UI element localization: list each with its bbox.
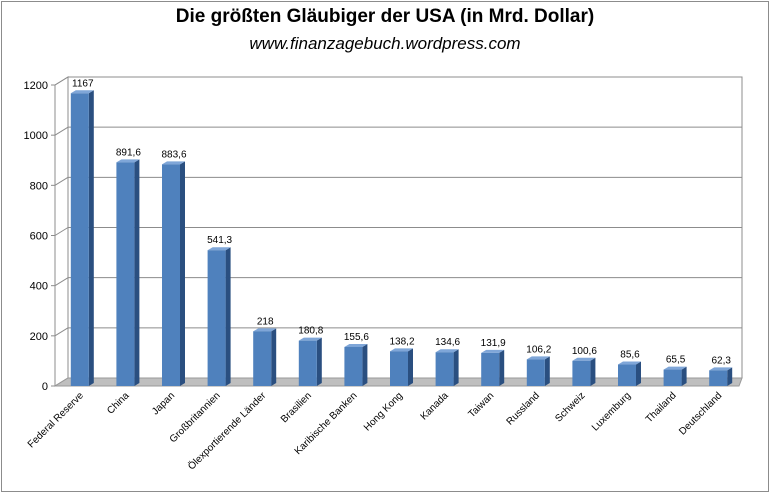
bar-top — [572, 357, 596, 361]
bar — [435, 352, 454, 386]
chart-subtitle: www.finanzagebuch.wordpress.com — [249, 34, 521, 53]
category-label: Kanada — [419, 390, 451, 422]
category-label: Deutschland — [677, 390, 724, 437]
category-label: Russland — [505, 390, 542, 427]
bar — [526, 359, 545, 386]
data-label: 891,6 — [116, 147, 141, 158]
bar-side — [453, 349, 459, 386]
bar-side — [180, 161, 185, 386]
category-label: Schweiz — [553, 390, 587, 424]
data-label: 218 — [257, 316, 274, 327]
chart-title: Die größten Gläubiger der USA (in Mrd. D… — [175, 6, 595, 27]
category-label: Hong Kong — [362, 390, 405, 433]
y-tick-label: 800 — [30, 180, 48, 192]
bar — [162, 164, 180, 386]
bar — [253, 331, 272, 386]
bar — [572, 360, 591, 386]
data-label: 883,6 — [161, 149, 186, 160]
bar-side — [134, 159, 140, 386]
category-label: Taiwan — [467, 390, 497, 420]
gridline-diagonal — [54, 277, 69, 287]
data-label: 1167 — [72, 78, 94, 89]
y-tick-label: 0 — [42, 381, 48, 393]
data-label: 138,2 — [389, 336, 414, 347]
bar-top — [344, 343, 368, 347]
category-label: Federal Reserve — [26, 390, 86, 450]
bar-side — [727, 367, 733, 386]
bar-side — [681, 366, 687, 386]
gridline-diagonal — [54, 76, 69, 86]
category-label: Luxemburg — [590, 390, 633, 433]
bar — [70, 93, 89, 386]
category-label: Brasilien — [279, 390, 314, 425]
y-tick-label: 200 — [30, 331, 48, 343]
bar — [207, 250, 226, 386]
bar-side — [316, 337, 322, 386]
bar-side — [590, 357, 596, 386]
data-label: 65,5 — [666, 355, 686, 366]
bar — [116, 162, 135, 386]
data-label: 541,3 — [207, 235, 232, 246]
bar — [481, 352, 500, 386]
data-label: 134,6 — [435, 337, 460, 348]
bar — [344, 346, 363, 386]
category-label: Thailand — [644, 390, 679, 425]
bar-side — [271, 328, 277, 386]
bar-top — [709, 367, 733, 371]
data-label: 62,3 — [711, 355, 731, 366]
y-tick-label: 1000 — [24, 130, 48, 142]
data-label: 155,6 — [344, 332, 369, 343]
bar-top — [481, 349, 505, 353]
bar-side — [362, 343, 368, 386]
bar-top — [526, 356, 550, 360]
gridline-diagonal — [54, 327, 69, 337]
y-tick-label: 600 — [30, 231, 48, 243]
bar-top — [663, 366, 687, 370]
bar-side — [408, 348, 413, 386]
bar-top — [298, 337, 322, 341]
gridline-diagonal — [54, 176, 69, 186]
bar-top — [618, 361, 641, 365]
bar-top — [70, 90, 94, 94]
bar-top — [116, 159, 140, 163]
data-label: 131,9 — [481, 338, 506, 349]
bar-side — [499, 349, 505, 386]
bar-top — [253, 328, 277, 332]
bar-top — [435, 349, 459, 353]
bar-side — [636, 361, 641, 386]
bar-side — [88, 90, 94, 386]
bar-top — [390, 348, 413, 352]
category-label: China — [105, 390, 132, 417]
category-label: Japan — [150, 390, 177, 417]
y-tick-label: 1200 — [24, 80, 48, 92]
bar — [709, 370, 728, 386]
data-label: 100,6 — [572, 346, 597, 357]
bar-top — [162, 161, 185, 165]
bar-side — [544, 356, 550, 386]
bar — [618, 364, 636, 386]
category-label: Ölexportierende Länder — [186, 389, 269, 472]
bar-top — [207, 247, 231, 251]
bar-side — [225, 247, 231, 386]
data-label: 106,2 — [526, 344, 551, 355]
bar — [390, 351, 408, 386]
data-label: 85,6 — [620, 350, 640, 361]
data-label: 180,8 — [298, 326, 323, 337]
bar — [298, 340, 317, 386]
y-tick-label: 400 — [30, 281, 48, 293]
bar — [663, 369, 682, 386]
gridline-diagonal — [54, 227, 69, 236]
gridline-diagonal — [54, 126, 69, 136]
